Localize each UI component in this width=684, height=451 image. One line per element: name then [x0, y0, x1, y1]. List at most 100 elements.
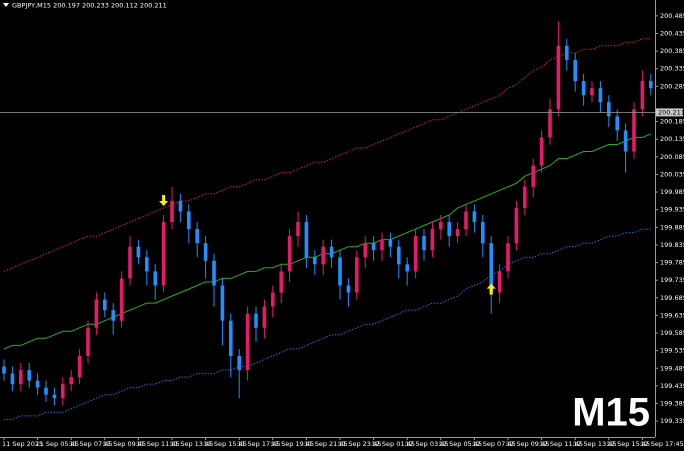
y-tick-label: 200.485 — [660, 12, 684, 20]
indicator-line — [4, 228, 651, 420]
candle-body — [321, 246, 325, 265]
candle-body — [539, 137, 544, 166]
candle-body — [86, 327, 90, 356]
candle-body — [346, 285, 351, 293]
y-tick-label: 199.635 — [660, 311, 684, 319]
candle-body — [61, 384, 65, 399]
y-tick-label: 199.435 — [660, 382, 684, 390]
x-tick-label: 12 Sep 13:45 — [573, 440, 616, 448]
candle-body — [170, 200, 174, 223]
candle-body — [212, 260, 216, 286]
candle-body — [363, 243, 367, 258]
candle-body — [187, 211, 191, 230]
candle-body — [355, 257, 359, 293]
candle-body — [77, 355, 82, 378]
x-tick-label: 12 Sep 01:45 — [372, 440, 415, 448]
candle-body — [44, 387, 48, 395]
candle-body — [649, 81, 653, 89]
current-price-label: 200.211 — [658, 108, 684, 116]
candle-body — [35, 380, 40, 388]
candle-body — [632, 109, 636, 152]
candle-body — [623, 130, 628, 152]
candle-body — [145, 257, 149, 272]
x-tick-label: 11 Sep 19:45 — [271, 440, 314, 448]
candle-body — [27, 370, 31, 381]
candle-body — [430, 229, 435, 251]
candle-body — [271, 292, 275, 307]
candle-body — [136, 246, 141, 258]
candle-body — [380, 239, 384, 251]
candle-body — [523, 186, 527, 208]
candle-body — [489, 243, 493, 293]
x-tick-label: 11 Sep 11:45 — [136, 440, 179, 448]
candle-body — [153, 271, 157, 286]
x-tick-label: 12 Sep 17:45 — [640, 440, 683, 448]
y-tick-label: 199.585 — [660, 329, 684, 337]
y-tick-label: 199.535 — [660, 347, 684, 355]
symbol-info: GBPJPY,M15 200.197 200.233 200.112 200.2… — [12, 2, 167, 10]
candle-body — [254, 313, 258, 328]
candle-body — [405, 264, 409, 272]
x-tick-label: 11 Sep 15:45 — [204, 440, 247, 448]
candle-body — [615, 116, 619, 131]
candle-body — [119, 278, 124, 321]
sell-arrow — [159, 194, 169, 206]
candle-body — [10, 373, 15, 385]
candle-body — [607, 102, 611, 117]
buy-arrow — [486, 283, 496, 295]
x-tick-label: 11 Sep 07:45 — [69, 440, 112, 448]
candle-body — [514, 207, 519, 244]
candle-body — [128, 246, 132, 279]
candle-body — [481, 222, 485, 244]
x-tick-label: 12 Sep 09:45 — [506, 440, 549, 448]
candle-body — [203, 243, 208, 261]
candle-body — [439, 222, 443, 230]
indicator-line — [3, 38, 651, 272]
candle-body — [52, 394, 57, 399]
candle-body — [2, 366, 6, 374]
candle-body — [581, 81, 586, 96]
candle-body — [103, 299, 107, 311]
candle-body — [556, 45, 561, 110]
candle-body — [111, 310, 115, 321]
candle-body — [371, 243, 376, 251]
y-tick-label: 199.385 — [660, 400, 684, 408]
candle-body — [447, 222, 451, 237]
y-tick-label: 200.035 — [660, 170, 684, 178]
candle-body — [464, 211, 468, 230]
timeframe-watermark: M15 — [572, 391, 650, 435]
x-tick-label: 11 Sep 21:45 — [304, 440, 347, 448]
candle-body — [94, 299, 99, 328]
candle-body — [19, 370, 23, 385]
y-tick-label: 200.085 — [660, 153, 684, 161]
x-tick-label: 11 Sep 17:45 — [237, 440, 280, 448]
x-tick-label: 12 Sep 07:45 — [472, 440, 515, 448]
candle-body — [397, 246, 401, 265]
y-tick-label: 199.935 — [660, 206, 684, 214]
candle-body — [590, 88, 594, 96]
candle-body — [296, 222, 300, 237]
candle-body — [229, 320, 233, 356]
candle-body — [262, 306, 267, 328]
x-tick-label: 11 Sep 23:45 — [338, 440, 381, 448]
candle-body — [304, 222, 309, 258]
y-tick-label: 200.435 — [660, 29, 684, 37]
candle-body — [313, 257, 317, 265]
x-tick-label: 12 Sep 03:45 — [405, 440, 448, 448]
y-tick-label: 199.485 — [660, 364, 684, 372]
y-tick-label: 199.985 — [660, 188, 684, 196]
y-tick-label: 199.835 — [660, 241, 684, 249]
y-tick-label: 199.785 — [660, 259, 684, 267]
symbol-menu-icon[interactable] — [3, 3, 9, 7]
candle-body — [573, 59, 577, 82]
candle-body — [245, 313, 250, 371]
x-tick-label: 11 Sep 09:45 — [103, 440, 146, 448]
candle-body — [279, 271, 283, 293]
y-tick-label: 199.685 — [660, 294, 684, 302]
y-tick-label: 200.285 — [660, 82, 684, 90]
candle-body — [69, 377, 73, 385]
candle-body — [598, 88, 603, 103]
